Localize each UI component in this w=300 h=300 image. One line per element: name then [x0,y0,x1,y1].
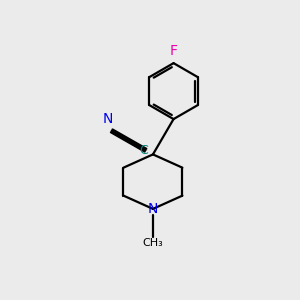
Text: F: F [169,44,178,58]
Text: N: N [103,112,113,126]
Text: CH₃: CH₃ [142,238,163,248]
Text: C: C [139,144,148,158]
Text: N: N [148,202,158,216]
